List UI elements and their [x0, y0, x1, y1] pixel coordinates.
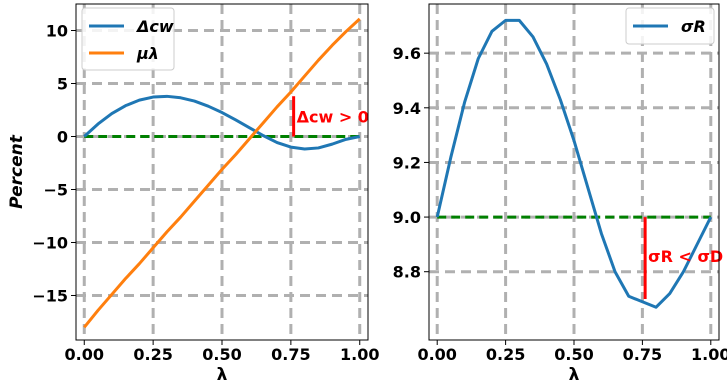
- x-tick-label: 0.00: [65, 345, 104, 364]
- x-tick-label: 1.00: [691, 345, 727, 364]
- left-x-ticks: 0.00 0.25 0.50 0.75 1.00: [65, 340, 379, 364]
- left-series-group: [83, 17, 361, 329]
- left-annotation-label: Δcw > 0: [297, 107, 369, 126]
- right-grid: [429, 4, 719, 340]
- left-x-axis-label: λ: [217, 365, 228, 385]
- legend-label-mu-lambda: μλ: [136, 44, 159, 63]
- left-legend: Δcw μλ: [81, 7, 175, 71]
- right-legend: σR: [625, 7, 715, 45]
- x-tick-label: 0.75: [623, 345, 662, 364]
- y-tick-label: 9.2: [393, 153, 421, 172]
- y-tick-label: −15: [32, 286, 68, 305]
- series-line: [83, 17, 361, 329]
- series-line: [435, 18, 713, 309]
- right-series-group: [435, 18, 713, 309]
- series-line: [83, 94, 361, 151]
- y-tick-label: −10: [32, 233, 68, 252]
- right-annotation: σR < σD: [643, 217, 723, 300]
- legend-label-sigma-r: σR: [681, 17, 706, 36]
- x-tick-label: 0.75: [271, 345, 310, 364]
- legend-label-delta-cw: Δcw: [135, 17, 174, 36]
- y-tick-label: 8.8: [393, 263, 421, 282]
- y-tick-label: 0: [57, 127, 68, 146]
- left-y-ticks: −15 −10 −5 0 5 10: [32, 21, 76, 305]
- x-tick-label: 0.25: [486, 345, 525, 364]
- y-tick-label: 9.0: [393, 208, 421, 227]
- right-annotation-label: σR < σD: [648, 247, 723, 266]
- y-tick-label: 5: [57, 74, 68, 93]
- y-tick-label: 9.6: [393, 44, 421, 63]
- right-panel: σR < σD 0.00 0.25 0.50 0.75 1.00 8.8 9.0 9.2 9.…: [393, 3, 727, 385]
- left-annotation: Δcw > 0: [292, 96, 369, 137]
- left-y-axis-label: Percent: [7, 134, 27, 209]
- x-tick-label: 0.50: [202, 345, 241, 364]
- x-tick-label: 0.50: [554, 345, 593, 364]
- left-panel: Δcw > 0 0.00 0.25 0.50 0.75 1.00 −15 −10 −5 0 5 1…: [7, 3, 379, 385]
- right-x-ticks: 0.00 0.25 0.50 0.75 1.00: [417, 340, 727, 364]
- right-y-ticks: 8.8 9.0 9.2 9.4 9.6: [393, 44, 429, 282]
- right-legend-box: [625, 7, 715, 45]
- x-tick-label: 0.25: [133, 345, 172, 364]
- y-tick-label: −5: [43, 180, 68, 199]
- y-tick-label: 10: [46, 21, 68, 40]
- x-tick-label: 0.00: [417, 345, 456, 364]
- x-tick-label: 1.00: [340, 345, 379, 364]
- y-tick-label: 9.4: [393, 99, 421, 118]
- right-x-axis-label: λ: [569, 365, 580, 385]
